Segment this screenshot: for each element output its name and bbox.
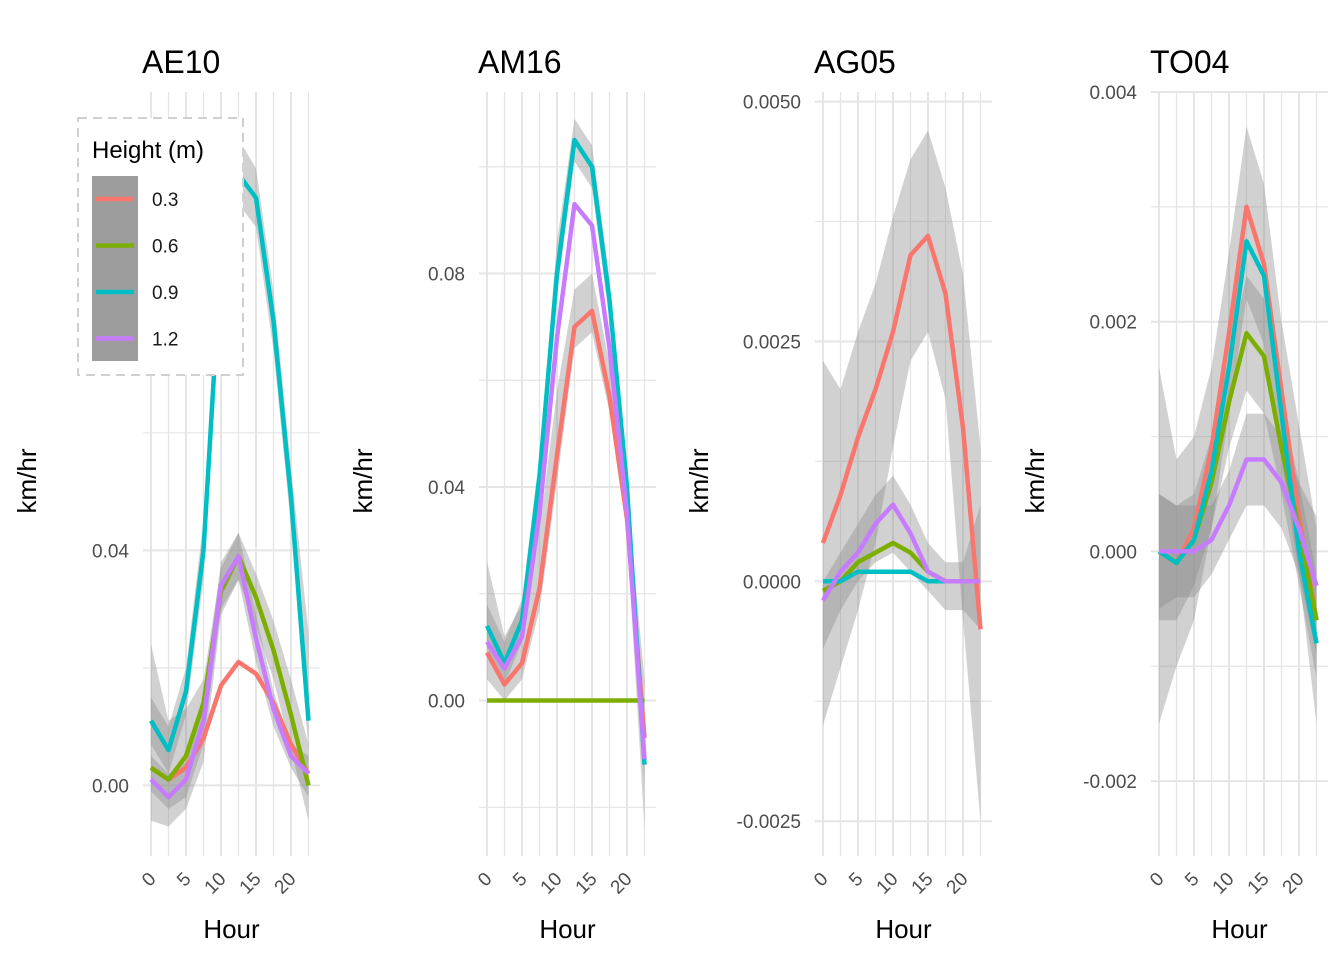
y-tick-label: 0.04: [428, 478, 465, 499]
confidence-band: [151, 532, 309, 827]
y-tick-label: 0.002: [1089, 313, 1137, 334]
legend-label: 0.3: [152, 190, 178, 211]
series-line-0-3: [1157, 204, 1319, 621]
panel-title: AE10: [142, 44, 220, 80]
x-tick-label: 20: [1279, 869, 1309, 899]
series-line-0-3: [820, 233, 983, 630]
x-tick-label: 15: [908, 869, 938, 899]
x-axis-title: Hour: [1211, 914, 1268, 944]
panel-title: AG05: [814, 44, 896, 80]
x-tick-label: 20: [271, 869, 301, 899]
series-line-1-2: [821, 502, 981, 602]
x-tick-label: 0: [1146, 869, 1168, 891]
legend-title: Height (m): [92, 137, 204, 164]
y-tick-label: 0.0000: [743, 572, 801, 593]
confidence-band: [487, 118, 645, 786]
x-tick-label: 5: [1181, 869, 1203, 891]
panel-title: TO04: [1150, 44, 1229, 80]
y-tick-label: 0.0050: [743, 93, 801, 114]
legend: Height (m) 0.3 0.6 0.9 1.2: [77, 117, 244, 376]
confidence-band: [823, 130, 981, 822]
series-line-1-2: [485, 201, 647, 760]
facet-to04: 0 5 10 15 20 -0.002 0.000 0.002 0.004 TO04 Hour km/…: [1020, 44, 1328, 944]
series-line-0-3: [485, 308, 647, 739]
x-tick-label: 20: [943, 869, 973, 899]
confidence-band: [487, 273, 645, 829]
x-tick-label: 10: [1209, 869, 1239, 899]
x-tick-label: 10: [873, 869, 903, 899]
y-tick-label: 0.004: [1089, 83, 1137, 104]
x-tick-label: 5: [173, 869, 195, 891]
confidence-band: [823, 475, 981, 649]
confidence-band: [1159, 126, 1317, 724]
legend-label: 1.2: [152, 330, 178, 351]
series-line-0-3: [149, 659, 311, 782]
x-tick-label: 0: [474, 869, 496, 891]
x-tick-label: 20: [607, 869, 637, 899]
x-tick-label: 5: [509, 869, 531, 891]
series-line-1-2: [1159, 457, 1319, 587]
y-axis-title: km/hr: [684, 448, 714, 513]
x-tick-label: 0: [810, 869, 832, 891]
legend-key-background: [92, 176, 138, 361]
x-tick-label: 10: [201, 869, 231, 899]
y-tick-label: 0.0025: [743, 332, 801, 353]
y-tick-label: 0.00: [428, 692, 465, 713]
x-axis-title: Hour: [539, 914, 596, 944]
y-tick-label: -0.002: [1083, 772, 1137, 793]
y-axis-title: km/hr: [12, 448, 42, 513]
y-tick-label: -0.0025: [737, 812, 801, 833]
x-tick-label: 10: [537, 869, 567, 899]
legend-label: 0.6: [152, 237, 178, 258]
y-axis-title: km/hr: [348, 448, 378, 513]
x-axis-title: Hour: [203, 914, 260, 944]
x-tick-label: 15: [1244, 869, 1274, 899]
series-line-1-2: [149, 553, 311, 800]
x-tick-label: 0: [138, 869, 160, 891]
series-line-0-9: [484, 137, 647, 765]
y-tick-label: 0.00: [92, 776, 129, 797]
x-tick-label: 15: [236, 869, 266, 899]
y-tick-label: 0.000: [1089, 542, 1137, 563]
x-tick-label: 15: [572, 869, 602, 899]
y-tick-label: 0.04: [92, 541, 129, 562]
x-axis-title: Hour: [875, 914, 932, 944]
legend-label: 0.9: [152, 283, 178, 304]
y-axis-title: km/hr: [1020, 448, 1050, 513]
x-tick-label: 5: [845, 869, 867, 891]
facet-am16: 0 5 10 15 20 0.00 0.04 0.08 AM16 Hour km/hr: [348, 44, 656, 944]
confidence-band: [151, 532, 309, 809]
panel-title: AM16: [478, 44, 562, 80]
y-tick-label: 0.08: [428, 264, 465, 285]
facet-ag05: 0 5 10 15 20 -0.0025 0.0000 0.0025 0.0050 AG05 Hou…: [684, 44, 992, 944]
